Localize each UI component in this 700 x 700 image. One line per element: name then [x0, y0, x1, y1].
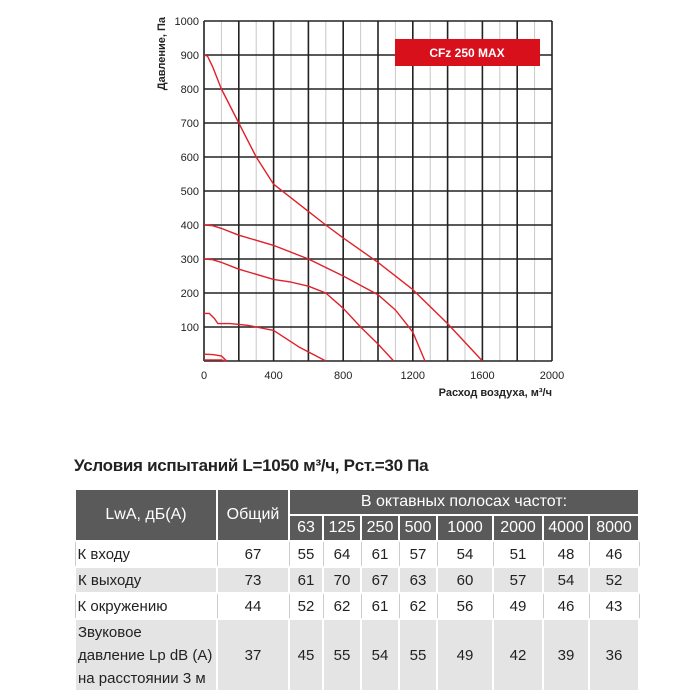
total-cell: 37 — [216, 618, 290, 692]
row-label: К окружению — [74, 592, 218, 620]
y-tick-label: 500 — [181, 186, 199, 198]
band-cell: 49 — [492, 592, 544, 620]
table-row: Звуковое давление Lp dB (A) на расстоянии … — [74, 618, 640, 692]
band-header: 4000 — [542, 514, 590, 542]
fan-curve-chart: 100 200 300 400 500 600 700 800 900 1000 0 400 800 12… — [156, 16, 564, 399]
row-label: К входу — [74, 540, 218, 568]
total-cell: 67 — [216, 540, 290, 568]
band-cell: 64 — [322, 540, 362, 568]
row-label-line: Звуковое — [78, 623, 142, 641]
band-cell: 63 — [398, 566, 438, 594]
band-cell: 46 — [542, 592, 590, 620]
row-label: Звуковое давление Lp dB (A) на расстоянии … — [74, 618, 218, 692]
noise-table: LwA, дБ(A) Общий В октавных полосах част… — [74, 488, 640, 692]
band-cell: 57 — [492, 566, 544, 594]
row-label: К выходу — [74, 566, 218, 594]
y-tick-label: 800 — [181, 84, 199, 96]
y-tick-label: 300 — [181, 254, 199, 266]
band-cell: 70 — [322, 566, 362, 594]
header-total: Общий — [216, 488, 290, 542]
x-tick-label: 0 — [201, 370, 207, 382]
band-header: 125 — [322, 514, 362, 542]
band-cell: 54 — [360, 618, 400, 692]
total-cell: 44 — [216, 592, 290, 620]
fan-curve-line — [203, 258, 395, 362]
fan-curve-line — [203, 224, 426, 362]
total-cell: 73 — [216, 566, 290, 594]
band-header: 63 — [288, 514, 324, 542]
band-cell: 57 — [398, 540, 438, 568]
fan-curve-line — [204, 312, 327, 362]
x-tick-label: 400 — [264, 370, 282, 382]
band-header: 8000 — [588, 514, 640, 542]
y-tick-label: 600 — [181, 152, 199, 164]
x-tick-label: 2000 — [540, 370, 564, 382]
test-conditions-title: Условия испытаний L=1050 м³/ч, Рст.=30 П… — [74, 456, 429, 475]
fan-curve-line — [204, 359, 227, 362]
band-cell: 61 — [360, 540, 400, 568]
band-cell: 45 — [288, 618, 324, 692]
band-header: 500 — [398, 514, 438, 542]
band-cell: 52 — [288, 592, 324, 620]
band-header: 250 — [360, 514, 400, 542]
model-badge-label: CFz 250 MAX — [429, 46, 504, 60]
band-cell: 62 — [322, 592, 362, 620]
y-tick-label: 1000 — [175, 16, 199, 28]
y-tick-label: 200 — [181, 288, 199, 300]
band-cell: 62 — [398, 592, 438, 620]
band-cell: 55 — [322, 618, 362, 692]
y-tick-label: 400 — [181, 220, 199, 232]
band-header: 2000 — [492, 514, 544, 542]
model-badge — [395, 39, 540, 66]
band-cell: 43 — [588, 592, 640, 620]
band-cell: 51 — [492, 540, 544, 568]
row-label-line: на расстоянии 3 м — [78, 669, 206, 687]
band-cell: 48 — [542, 540, 590, 568]
table-row: К выходу 73 61 70 67 63 60 57 54 52 — [74, 566, 640, 594]
band-cell: 61 — [360, 592, 400, 620]
header-bands: В октавных полосах частот: — [288, 488, 640, 516]
x-axis-label: Расход воздуха, м³/ч — [439, 387, 552, 399]
x-tick-label: 1600 — [470, 370, 494, 382]
band-cell: 46 — [588, 540, 640, 568]
fan-curve-line — [203, 353, 228, 362]
band-header: 1000 — [436, 514, 494, 542]
y-tick-label: 900 — [181, 50, 199, 62]
band-cell: 36 — [588, 618, 640, 692]
band-cell: 55 — [288, 540, 324, 568]
band-cell: 49 — [436, 618, 494, 692]
row-label-line: давление Lp dB (A) — [78, 646, 213, 664]
table-row: К окружению 44 52 62 61 62 56 49 46 43 — [74, 592, 640, 620]
band-cell: 55 — [398, 618, 438, 692]
band-cell: 56 — [436, 592, 494, 620]
band-cell: 67 — [360, 566, 400, 594]
band-cell: 61 — [288, 566, 324, 594]
band-cell: 54 — [542, 566, 590, 594]
band-cell: 60 — [436, 566, 494, 594]
band-cell: 42 — [492, 618, 544, 692]
x-tick-label: 1200 — [401, 370, 425, 382]
header-lwa: LwA, дБ(A) — [74, 488, 218, 542]
y-tick-label: 100 — [181, 322, 199, 334]
y-axis-label: Давление, Па — [156, 16, 168, 90]
y-tick-label: 700 — [181, 118, 199, 130]
table-row: К входу 67 55 64 61 57 54 51 48 46 — [74, 540, 640, 568]
x-tick-label: 800 — [334, 370, 352, 382]
fan-curve-line — [203, 54, 483, 362]
band-cell: 39 — [542, 618, 590, 692]
band-cell: 52 — [588, 566, 640, 594]
band-cell: 54 — [436, 540, 494, 568]
